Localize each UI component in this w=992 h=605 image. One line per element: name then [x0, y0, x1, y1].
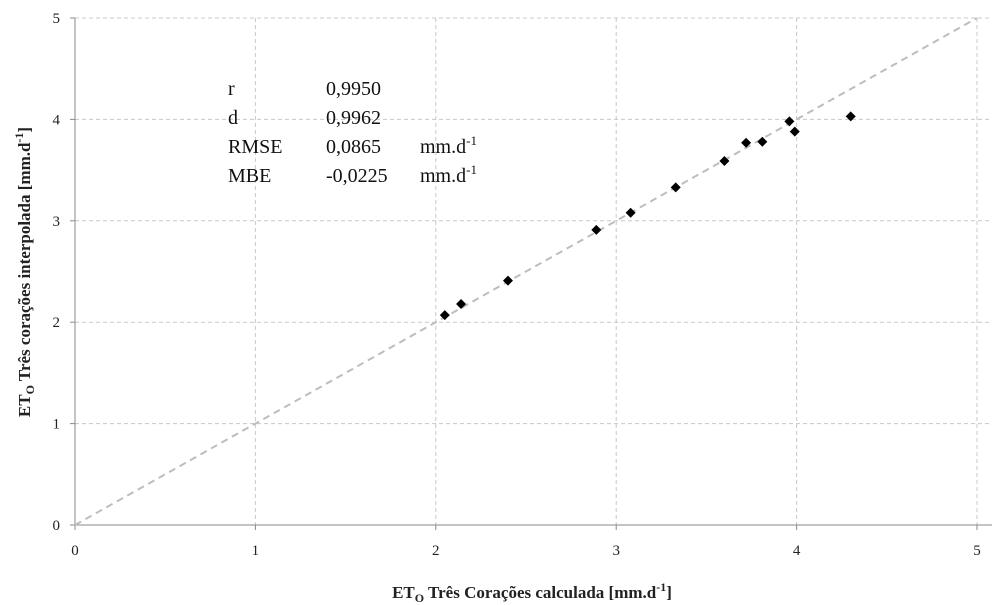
grid-lines	[75, 17, 992, 525]
stat-value: 0,9962	[326, 107, 381, 129]
stat-unit: mm.d-1	[420, 162, 477, 187]
y-tick-label: 0	[53, 518, 61, 534]
x-tick-label: 2	[432, 543, 440, 559]
x-tick-label: 4	[793, 543, 801, 559]
y-tick-label: 2	[53, 315, 61, 331]
y-tick-label: 1	[53, 417, 61, 433]
stat-label: r	[228, 78, 235, 100]
stat-unit: mm.d-1	[420, 133, 477, 158]
data-point	[625, 207, 636, 218]
data-point	[456, 298, 467, 309]
data-point	[789, 126, 800, 137]
x-tick-label: 1	[252, 543, 260, 559]
y-tick-label: 5	[53, 11, 61, 27]
statistics-box: r 0,9950 d 0,9962 RMSE 0,0865 mm.d-1 MBE -0,0225…	[228, 78, 477, 187]
stat-label: d	[228, 107, 238, 129]
stat-value: 0,9950	[326, 78, 381, 100]
data-point	[741, 137, 752, 148]
y-tick-label: 4	[53, 112, 61, 128]
data-point	[439, 310, 450, 321]
data-points	[439, 111, 856, 321]
x-tick-label: 3	[612, 543, 620, 559]
stat-value: 0,0865	[326, 136, 381, 158]
y-tick-label: 3	[53, 214, 61, 230]
data-point	[845, 111, 856, 122]
data-point	[784, 116, 795, 127]
stat-label: RMSE	[228, 136, 282, 158]
x-axis-title: ETO Três Corações calculada [mm.d-1]	[392, 580, 672, 605]
x-tick-label: 5	[973, 543, 981, 559]
data-point	[757, 136, 768, 147]
axes	[74, 18, 992, 526]
tick-labels: 0 1 2 3 4 5 0 1 2 3 4 5	[53, 11, 981, 559]
data-point	[502, 275, 513, 286]
stat-value: -0,0225	[326, 165, 388, 187]
x-tick-label: 0	[71, 543, 79, 559]
one-to-one-reference-line	[74, 17, 978, 526]
stat-label: MBE	[228, 165, 271, 187]
data-point	[719, 155, 730, 166]
data-point	[670, 182, 681, 193]
data-point	[591, 224, 602, 235]
y-axis-title: ETO Três corações interpolada [mm.d-1]	[12, 127, 37, 417]
